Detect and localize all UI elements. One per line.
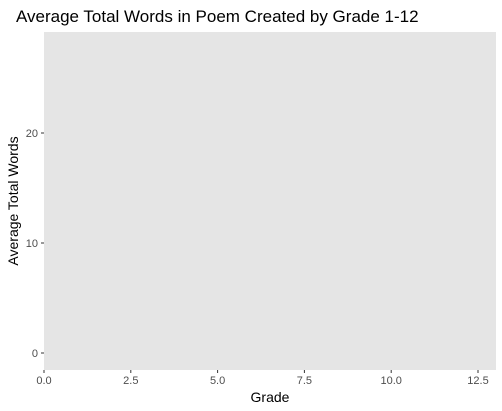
y-tick-label: 10 <box>26 238 38 250</box>
x-tick-label: 2.5 <box>123 375 138 387</box>
x-tick-label: 5.0 <box>210 375 225 387</box>
y-axis-ticks: 0 10 20 <box>26 128 44 360</box>
x-tick-label: 7.5 <box>297 375 312 387</box>
y-tick-label: 20 <box>26 128 38 140</box>
x-axis-label: Grade <box>251 389 290 405</box>
plot-panel-bg <box>44 32 496 370</box>
x-tick-label: 0.0 <box>36 375 51 387</box>
x-tick-label: 10.0 <box>380 375 401 387</box>
y-tick-label: 0 <box>32 348 38 360</box>
y-axis-label: Average Total Words <box>5 136 21 265</box>
chart-title: Average Total Words in Poem Created by G… <box>16 7 419 26</box>
x-axis-ticks: 0.0 2.5 5.0 7.5 10.0 12.5 <box>36 370 489 387</box>
x-tick-label: 12.5 <box>467 375 488 387</box>
